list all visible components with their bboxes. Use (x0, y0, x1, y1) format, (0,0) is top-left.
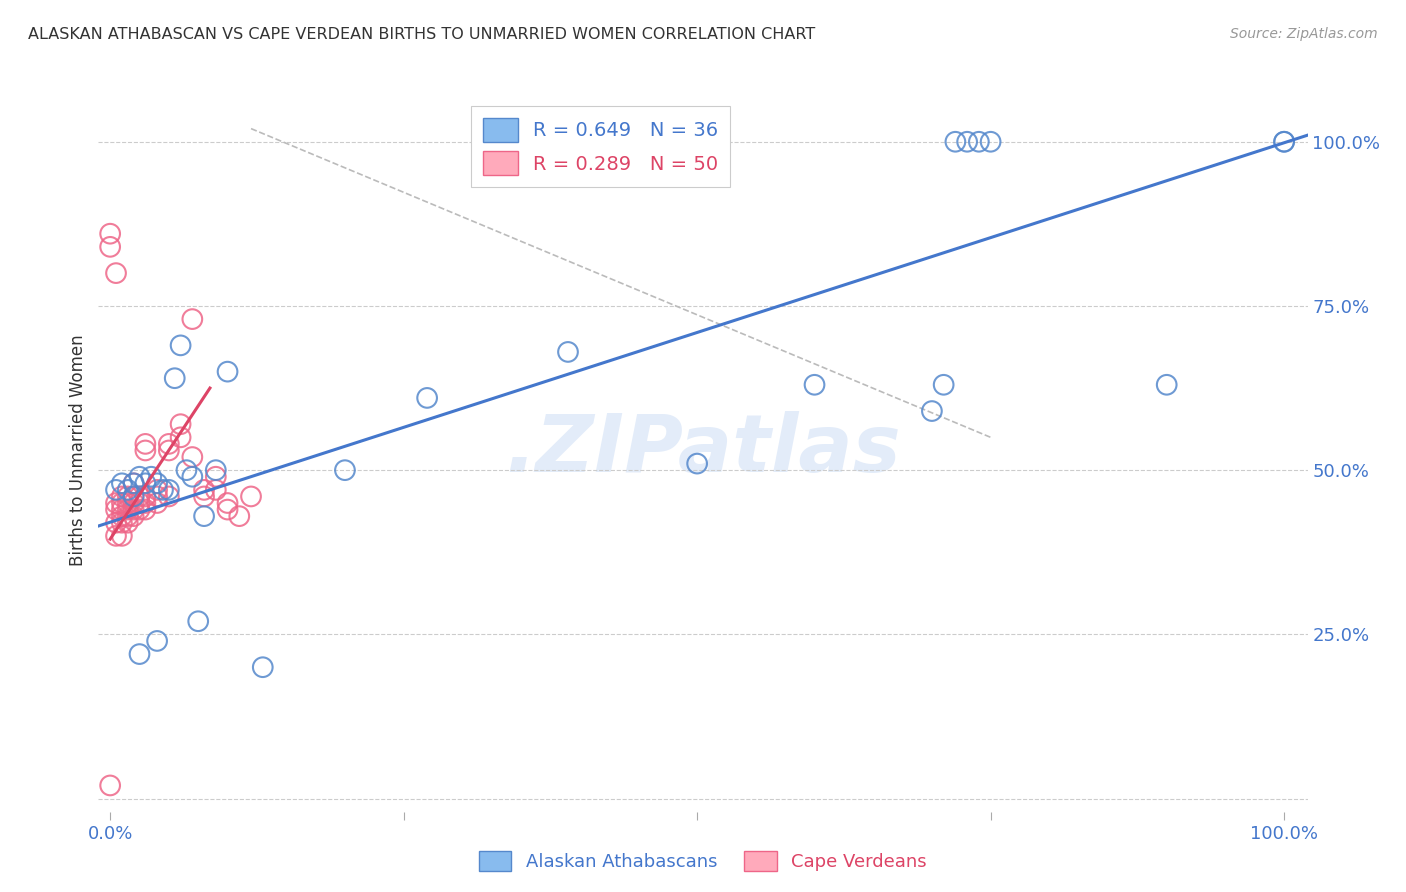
Point (252, 660, 274, 674)
Point (956, 135, 979, 149)
Y-axis label: Births to Unmarried Women: Births to Unmarried Women (69, 334, 87, 566)
Point (217, 496, 239, 510)
Point (146, 483, 169, 497)
Point (105, 516, 128, 530)
Point (122, 476, 145, 491)
Text: .ZIPatlas: .ZIPatlas (505, 411, 901, 490)
Point (152, 483, 174, 497)
Point (204, 463, 226, 477)
Point (117, 496, 139, 510)
Point (134, 502, 156, 516)
Point (921, 404, 943, 418)
Point (1272, 135, 1295, 149)
Point (157, 490, 180, 504)
Point (122, 490, 145, 504)
Point (146, 476, 169, 491)
Point (134, 437, 156, 451)
Point (122, 509, 145, 524)
Point (117, 509, 139, 524)
Point (157, 483, 180, 497)
Point (117, 516, 139, 530)
Point (932, 377, 955, 392)
Point (111, 490, 134, 504)
Point (105, 266, 128, 280)
Point (134, 443, 156, 458)
Point (98, 240, 121, 254)
Point (416, 391, 439, 405)
Point (163, 371, 186, 385)
Point (111, 476, 134, 491)
Text: Source: ZipAtlas.com: Source: ZipAtlas.com (1230, 27, 1378, 41)
Point (128, 647, 150, 661)
Point (204, 483, 226, 497)
Point (193, 509, 215, 524)
Point (217, 365, 239, 379)
Text: ALASKAN ATHABASCAN VS CAPE VERDEAN BIRTHS TO UNMARRIED WOMEN CORRELATION CHART: ALASKAN ATHABASCAN VS CAPE VERDEAN BIRTH… (28, 27, 815, 42)
Point (146, 496, 169, 510)
Point (146, 634, 169, 648)
Point (967, 135, 990, 149)
Point (128, 502, 150, 516)
Point (105, 529, 128, 543)
Point (117, 502, 139, 516)
Point (803, 377, 825, 392)
Point (240, 490, 263, 504)
Point (204, 469, 226, 483)
Point (105, 496, 128, 510)
Point (169, 417, 191, 432)
Point (193, 490, 215, 504)
Point (134, 490, 156, 504)
Point (128, 469, 150, 483)
Point (217, 502, 239, 516)
Point (111, 502, 134, 516)
Point (181, 450, 204, 464)
Point (111, 496, 134, 510)
Point (122, 496, 145, 510)
Point (176, 463, 198, 477)
Point (105, 483, 128, 497)
Point (117, 483, 139, 497)
Point (98, 779, 121, 793)
Point (980, 135, 1002, 149)
Point (557, 345, 579, 359)
Point (333, 463, 356, 477)
Point (134, 476, 156, 491)
Point (128, 496, 150, 510)
Point (134, 496, 156, 510)
Point (1272, 135, 1295, 149)
Point (945, 135, 967, 149)
Point (117, 490, 139, 504)
Point (686, 457, 709, 471)
Point (111, 509, 134, 524)
Point (122, 502, 145, 516)
Point (157, 443, 180, 458)
Point (98, 227, 121, 241)
Point (122, 490, 145, 504)
Point (157, 437, 180, 451)
Point (111, 516, 134, 530)
Point (111, 529, 134, 543)
Point (169, 430, 191, 444)
Point (228, 509, 250, 524)
Point (128, 490, 150, 504)
Point (187, 614, 209, 628)
Point (105, 502, 128, 516)
Point (193, 483, 215, 497)
Point (141, 469, 163, 483)
Legend: Alaskan Athabascans, Cape Verdeans: Alaskan Athabascans, Cape Verdeans (472, 844, 934, 879)
Point (146, 490, 169, 504)
Point (1156, 377, 1178, 392)
Legend: R = 0.649   N = 36, R = 0.289   N = 50: R = 0.649 N = 36, R = 0.289 N = 50 (471, 106, 730, 186)
Point (122, 476, 145, 491)
Point (181, 469, 204, 483)
Point (169, 338, 191, 352)
Point (181, 312, 204, 326)
